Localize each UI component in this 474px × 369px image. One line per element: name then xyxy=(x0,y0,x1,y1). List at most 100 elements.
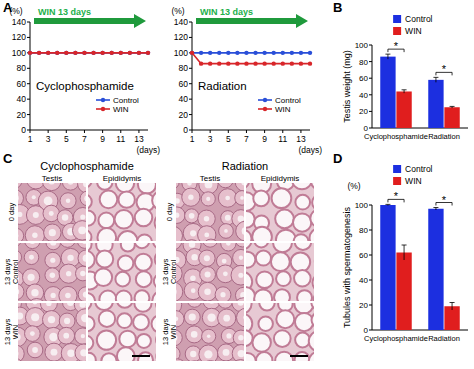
series-marker xyxy=(190,51,194,55)
lumen xyxy=(223,271,228,276)
series-marker xyxy=(46,51,50,55)
error-bar xyxy=(450,106,455,108)
tubule xyxy=(58,327,75,344)
lumen xyxy=(49,229,56,236)
micrograph xyxy=(18,243,86,301)
y-tick-label: 140 xyxy=(12,17,26,27)
lumen xyxy=(51,293,56,298)
duct xyxy=(246,230,251,241)
bar xyxy=(444,107,459,128)
x-tick-label: 1 xyxy=(190,134,195,144)
error-line xyxy=(404,245,405,260)
tubule xyxy=(198,226,216,241)
duct xyxy=(259,303,274,311)
tubule xyxy=(201,361,220,362)
duct xyxy=(311,303,314,310)
series-marker xyxy=(253,61,257,65)
y-tick-label: 20 xyxy=(359,107,368,116)
series-marker xyxy=(137,51,141,55)
duct xyxy=(152,191,156,210)
y-tick-label: 80 xyxy=(17,63,27,73)
duct xyxy=(152,315,156,332)
category-label: Radiation xyxy=(428,132,460,141)
tubule xyxy=(203,239,219,241)
tubule xyxy=(27,342,43,358)
lumen xyxy=(32,183,39,184)
tubule xyxy=(18,250,22,264)
legend-label: Control xyxy=(275,96,301,105)
lumen xyxy=(222,259,227,264)
y-tick-label: 60 xyxy=(17,79,27,89)
series-marker xyxy=(128,51,132,55)
duct xyxy=(297,290,312,301)
y-tick xyxy=(27,114,30,115)
series-marker xyxy=(55,51,59,55)
legend-swatch xyxy=(393,15,401,23)
legend-swatch xyxy=(393,177,401,185)
micrograph xyxy=(246,243,314,301)
duct xyxy=(246,353,256,361)
tubule xyxy=(231,360,244,361)
duct xyxy=(258,316,272,330)
plot-area xyxy=(28,51,150,55)
x-tick xyxy=(102,130,103,133)
tubule xyxy=(18,243,22,247)
series-marker xyxy=(281,61,285,65)
x-tick-label: 5 xyxy=(64,134,69,144)
series-marker xyxy=(308,51,312,55)
lumen xyxy=(33,212,39,218)
micrograph xyxy=(88,183,156,241)
series-marker xyxy=(73,51,77,55)
duct xyxy=(135,243,150,248)
y-axis xyxy=(192,22,193,130)
series-marker xyxy=(299,51,303,55)
duct xyxy=(101,353,116,361)
series-marker xyxy=(208,51,212,55)
lumen xyxy=(29,255,34,260)
y-tick-label: 0 xyxy=(21,125,26,135)
series-marker xyxy=(217,61,221,65)
line-chart: 020406080100120140135791113(%)(days)WIN … xyxy=(9,6,160,155)
duct xyxy=(88,210,95,225)
series-marker xyxy=(146,51,150,55)
duct xyxy=(295,313,313,331)
group-title: Cyclophosphamide xyxy=(40,160,134,172)
micrograph xyxy=(246,303,314,361)
duct xyxy=(100,191,118,209)
series-marker xyxy=(244,61,248,65)
tubule xyxy=(176,330,182,346)
lumen xyxy=(81,314,86,322)
duct xyxy=(294,234,309,241)
x-tick xyxy=(30,130,31,133)
lumen xyxy=(238,303,244,306)
duct xyxy=(254,243,268,247)
significance-label: * xyxy=(442,194,447,206)
tubule xyxy=(182,188,200,206)
tubule xyxy=(221,243,236,251)
y-axis-label: Tubules with spermatogenesis xyxy=(342,206,352,328)
tubule xyxy=(45,252,61,268)
micrograph xyxy=(88,303,156,361)
significance-label: * xyxy=(394,40,399,52)
series-marker xyxy=(299,61,303,65)
lumen xyxy=(82,243,86,244)
micrograph xyxy=(88,243,156,301)
error-bar xyxy=(433,208,438,211)
panel-label: C xyxy=(3,151,13,166)
y-tick xyxy=(27,83,30,84)
tubule xyxy=(200,267,216,283)
duct xyxy=(256,250,271,265)
tubule xyxy=(176,226,183,241)
series-marker xyxy=(217,51,221,55)
error-line xyxy=(452,303,453,311)
lumen xyxy=(68,183,74,185)
x-tick-label: 13 xyxy=(134,134,144,144)
tubule xyxy=(27,299,46,301)
tubule xyxy=(18,358,25,361)
series-marker xyxy=(190,51,194,55)
x-tick xyxy=(264,130,265,133)
y-unit: (%) xyxy=(347,181,360,191)
x-tick-label: 5 xyxy=(226,134,231,144)
micrograph xyxy=(176,303,244,361)
lumen xyxy=(50,258,55,263)
